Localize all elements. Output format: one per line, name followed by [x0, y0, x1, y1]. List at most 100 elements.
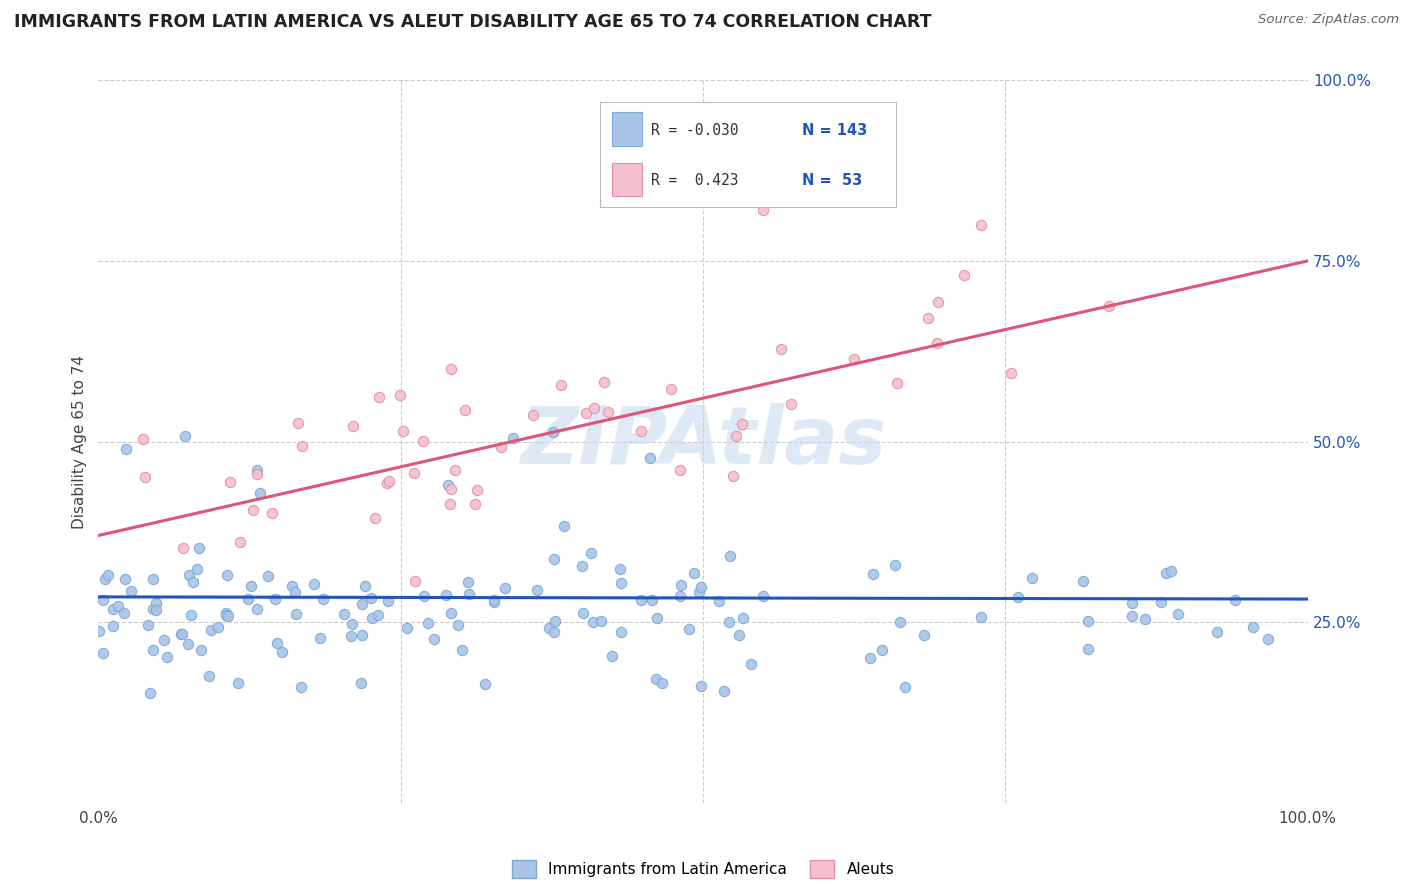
Point — [668, 590, 690, 604]
Point — [1077, 614, 1099, 628]
Point — [187, 541, 209, 556]
Point — [1206, 625, 1229, 640]
Point — [200, 623, 222, 637]
Point — [89, 624, 111, 638]
Point — [302, 576, 325, 591]
Point — [246, 602, 269, 616]
Point — [444, 462, 467, 476]
Point — [392, 424, 415, 438]
Point — [1133, 612, 1156, 626]
Point — [1121, 596, 1143, 610]
Point — [659, 382, 682, 396]
Point — [284, 584, 307, 599]
Point — [416, 615, 439, 630]
Point — [638, 451, 661, 466]
Point — [870, 643, 893, 657]
Point — [378, 475, 401, 489]
Point — [172, 541, 194, 555]
Point — [474, 677, 496, 691]
Point — [733, 610, 755, 624]
Point — [692, 182, 714, 196]
Point — [404, 574, 426, 589]
Point — [112, 606, 135, 620]
Point — [1121, 609, 1143, 624]
Point — [482, 593, 505, 607]
Point — [651, 676, 673, 690]
Point — [134, 469, 156, 483]
Point — [186, 562, 208, 576]
Point — [152, 632, 174, 647]
Point — [690, 679, 713, 693]
Point — [440, 482, 463, 496]
Point — [215, 568, 238, 582]
Point — [482, 595, 505, 609]
Point — [491, 440, 513, 454]
Point — [91, 593, 114, 607]
Text: ZIPAtlas: ZIPAtlas — [520, 402, 886, 481]
Point — [340, 617, 363, 632]
Point — [457, 575, 479, 590]
Point — [886, 376, 908, 391]
Point — [581, 546, 603, 560]
Point — [180, 607, 202, 622]
Point — [970, 218, 993, 232]
Point — [352, 628, 374, 642]
Point — [354, 579, 377, 593]
Point — [170, 627, 193, 641]
Point — [582, 615, 605, 630]
Point — [970, 609, 993, 624]
Point — [402, 467, 425, 481]
Legend: Immigrants from Latin America, Aleuts: Immigrants from Latin America, Aleuts — [505, 854, 901, 884]
Point — [236, 591, 259, 606]
Point — [709, 594, 731, 608]
Point — [291, 439, 314, 453]
Point — [287, 416, 309, 430]
Point — [884, 558, 907, 572]
Point — [640, 592, 662, 607]
Point — [342, 418, 364, 433]
Point — [215, 607, 238, 622]
Point — [136, 618, 159, 632]
Point — [229, 534, 252, 549]
Point — [266, 636, 288, 650]
Point — [859, 651, 882, 665]
Point — [717, 615, 740, 630]
Point — [1071, 574, 1094, 588]
Point — [457, 587, 479, 601]
Point — [389, 388, 412, 402]
Point — [600, 649, 623, 664]
Point — [668, 463, 690, 477]
Point — [93, 572, 115, 586]
Point — [145, 602, 167, 616]
Point — [97, 567, 120, 582]
Point — [139, 685, 162, 699]
Point — [447, 618, 470, 632]
Point — [769, 343, 792, 357]
Point — [630, 424, 652, 438]
Point — [284, 607, 307, 621]
Point — [412, 590, 434, 604]
Point — [132, 432, 155, 446]
Point — [779, 397, 801, 411]
Point — [120, 583, 142, 598]
Point — [842, 351, 865, 366]
Point — [375, 475, 398, 490]
Point — [333, 607, 356, 621]
Point — [242, 503, 264, 517]
Point — [177, 568, 200, 582]
Point — [350, 676, 373, 690]
Point — [114, 572, 136, 586]
Point — [256, 569, 278, 583]
Point — [1160, 564, 1182, 578]
Point — [862, 566, 884, 581]
Point — [1167, 607, 1189, 621]
Text: Source: ZipAtlas.com: Source: ZipAtlas.com — [1258, 13, 1399, 27]
Text: IMMIGRANTS FROM LATIN AMERICA VS ALEUT DISABILITY AGE 65 TO 74 CORRELATION CHART: IMMIGRANTS FROM LATIN AMERICA VS ALEUT D… — [14, 13, 932, 31]
Point — [522, 408, 544, 422]
Point — [571, 606, 593, 620]
Point — [91, 647, 114, 661]
Point — [553, 519, 575, 533]
Point — [688, 585, 710, 599]
Point — [176, 637, 198, 651]
Point — [678, 622, 700, 636]
